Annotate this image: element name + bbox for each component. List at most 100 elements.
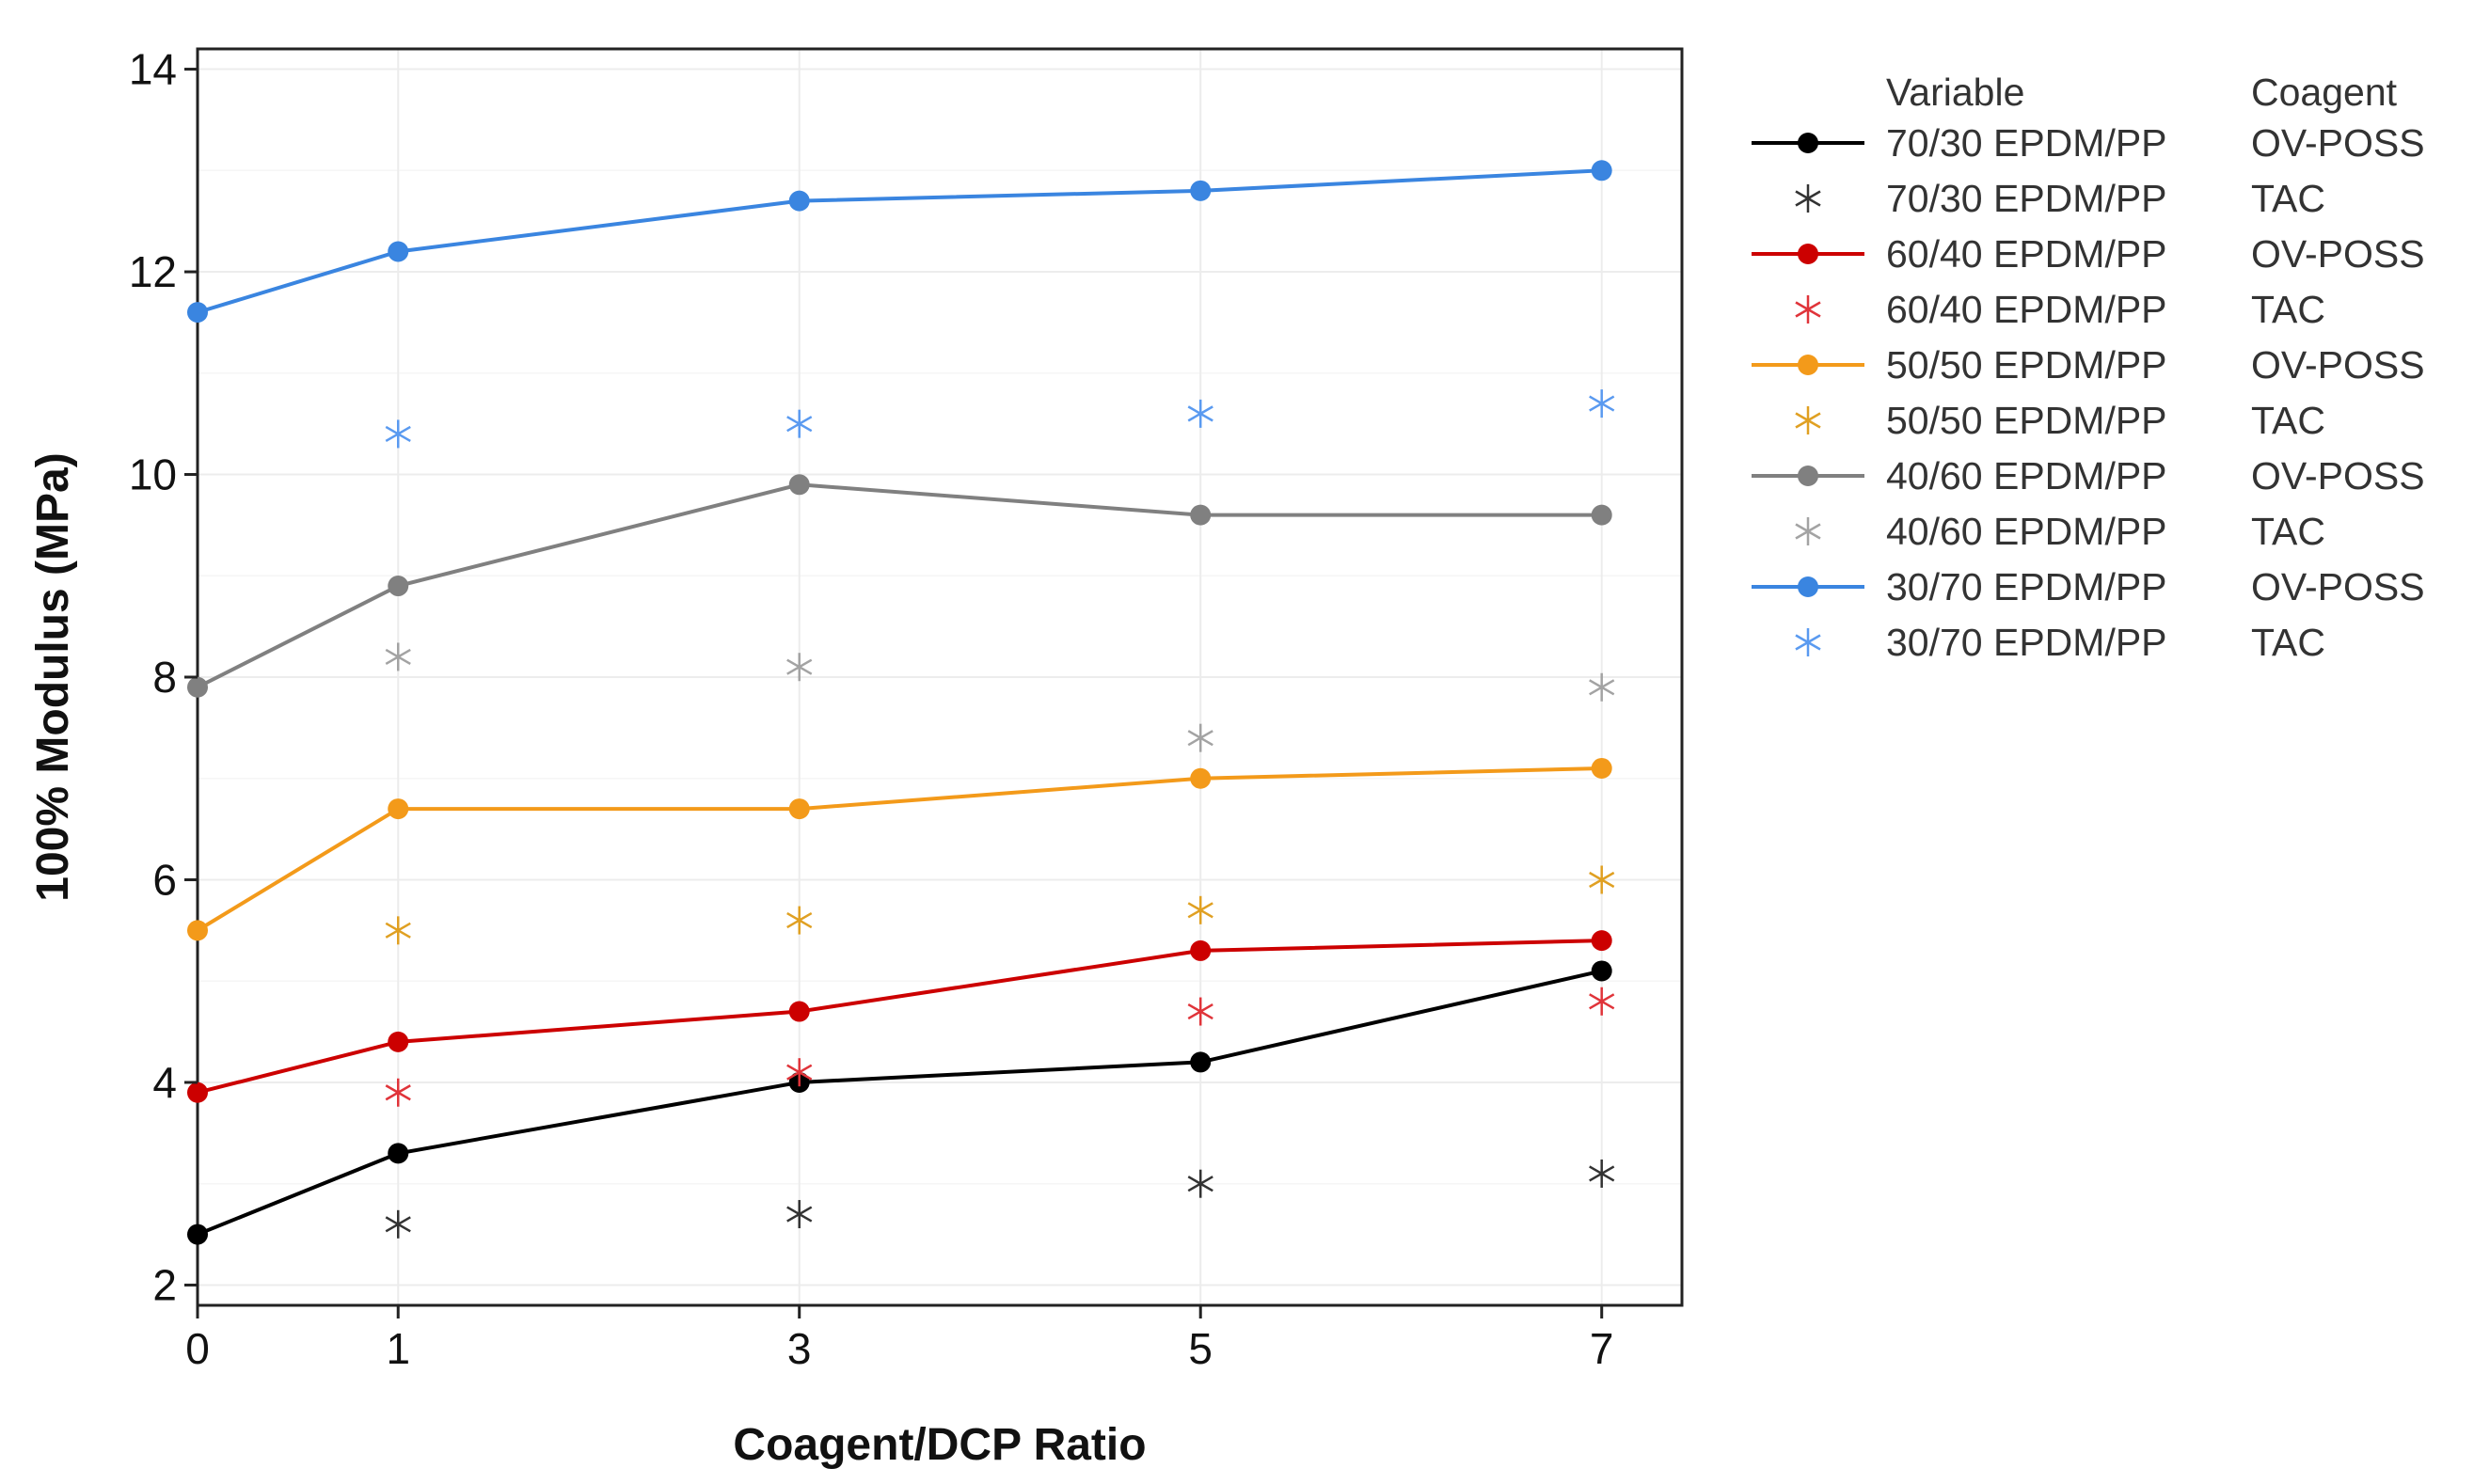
legend-coagent-label: TAC	[2251, 288, 2325, 331]
legend-coagent-label: TAC	[2251, 510, 2325, 553]
data-point	[786, 409, 813, 438]
y-tick-label: 10	[129, 450, 177, 499]
data-point	[388, 576, 409, 597]
data-point	[385, 1078, 411, 1107]
data-point	[1190, 939, 1212, 961]
data-point	[385, 419, 411, 449]
data-point	[388, 1143, 409, 1164]
data-point	[788, 190, 810, 212]
legend-marker	[1798, 466, 1818, 486]
legend-coagent-label: OV-POSS	[2251, 343, 2425, 387]
legend-entry: 50/50 EPDM/PP TAC	[1795, 399, 2325, 442]
data-point	[786, 906, 813, 935]
data-point	[1187, 1169, 1213, 1198]
series-30-70-epdm-pp-tac	[385, 389, 1615, 449]
legend-variable-label: 40/60 EPDM/PP	[1886, 454, 2167, 497]
asterisk-stroke	[1589, 1165, 1615, 1182]
legend-coagent-label: TAC	[2251, 177, 2325, 220]
asterisk-stroke	[1795, 523, 1821, 540]
series-line	[197, 939, 1602, 1095]
data-point	[786, 1200, 813, 1229]
data-point	[1190, 767, 1212, 789]
series-line	[197, 969, 1603, 1237]
data-point	[1591, 504, 1612, 526]
legend-marker	[1795, 295, 1821, 324]
series-60-40-epdm-pp-tac	[385, 987, 1615, 1107]
asterisk-stroke	[385, 922, 411, 939]
series-40-60-epdm-pp-ov-poss	[187, 474, 1612, 698]
data-point	[1589, 672, 1615, 702]
legend-variable-label: 60/40 EPDM/PP	[1886, 232, 2167, 276]
y-tick-label: 2	[152, 1260, 177, 1309]
asterisk-stroke	[1187, 730, 1213, 747]
series-70-30-epdm-pp-tac	[385, 1159, 1615, 1239]
x-axis: 0 1 3 5 7	[185, 1305, 1613, 1373]
legend-marker	[1795, 184, 1821, 213]
asterisk-stroke	[1187, 1176, 1213, 1192]
legend-entry: 40/60 EPDM/PP TAC	[1795, 510, 2325, 553]
legend-marker	[1798, 355, 1818, 375]
legend-marker	[1798, 576, 1818, 597]
asterisk-stroke	[1187, 902, 1213, 919]
series-70-30-epdm-pp-ov-poss	[187, 960, 1612, 1245]
legend-variable-label: 70/30 EPDM/PP	[1886, 177, 2167, 220]
data-point	[788, 1001, 810, 1022]
series-50-50-epdm-pp-ov-poss	[187, 757, 1612, 941]
data-point	[1187, 997, 1213, 1026]
asterisk-stroke	[1795, 190, 1821, 207]
legend-entry: 60/40 EPDM/PP TAC	[1795, 288, 2325, 331]
legend-entry: 30/70 EPDM/PP TAC	[1795, 621, 2325, 664]
legend-coagent-label: OV-POSS	[2251, 565, 2425, 608]
data-point	[1591, 930, 1612, 952]
data-point	[1190, 180, 1212, 201]
legend-coagent-label: OV-POSS	[2251, 454, 2425, 497]
asterisk-stroke	[1589, 395, 1615, 412]
asterisk-stroke	[1589, 993, 1615, 1010]
legend-variable-label: 50/50 EPDM/PP	[1886, 343, 2167, 387]
series-line	[197, 168, 1602, 315]
legend-marker	[1795, 517, 1821, 545]
legend: Variable Coagent 70/30 EPDM/PP OV-POSS70/…	[1752, 71, 2425, 664]
asterisk-stroke	[1795, 634, 1821, 651]
data-point	[385, 642, 411, 671]
data-point	[1591, 160, 1612, 182]
data-point	[788, 798, 810, 820]
legend-variable-label: 60/40 EPDM/PP	[1886, 288, 2167, 331]
data-point	[385, 916, 411, 945]
data-point	[1190, 1051, 1212, 1073]
legend-entry: 40/60 EPDM/PP OV-POSS	[1752, 454, 2425, 497]
x-tick-label: 0	[185, 1324, 210, 1373]
asterisk-stroke	[786, 1206, 813, 1223]
asterisk-stroke	[1589, 871, 1615, 889]
data-point	[187, 920, 208, 941]
legend-coagent-label: OV-POSS	[2251, 121, 2425, 165]
series-40-60-epdm-pp-tac	[385, 642, 1615, 752]
y-tick-label: 12	[129, 247, 177, 296]
legend-marker	[1795, 628, 1821, 656]
asterisk-stroke	[385, 425, 411, 443]
data-point	[1187, 895, 1213, 924]
data-point	[1187, 723, 1213, 752]
asterisk-stroke	[385, 648, 411, 666]
y-tick-label: 8	[152, 653, 177, 702]
y-tick-label: 4	[152, 1058, 177, 1107]
data-point	[786, 653, 813, 682]
data-point	[1589, 865, 1615, 894]
legend-header-variable: Variable	[1886, 71, 2024, 114]
legend-marker	[1795, 406, 1821, 434]
legend-marker	[1798, 244, 1818, 264]
asterisk-stroke	[1795, 412, 1821, 429]
x-tick-label: 3	[787, 1324, 812, 1373]
data-point	[385, 1209, 411, 1239]
series-30-70-epdm-pp-ov-poss	[187, 160, 1612, 324]
legend-coagent-label: TAC	[2251, 621, 2325, 664]
data-point	[187, 302, 208, 324]
data-point	[1187, 399, 1213, 428]
y-tick-label: 6	[152, 855, 177, 904]
data-point	[1591, 757, 1612, 779]
legend-entry: 50/50 EPDM/PP OV-POSS	[1752, 343, 2425, 387]
legend-marker	[1798, 133, 1818, 153]
series-layer	[187, 160, 1615, 1245]
legend-entry: 30/70 EPDM/PP OV-POSS	[1752, 565, 2425, 608]
